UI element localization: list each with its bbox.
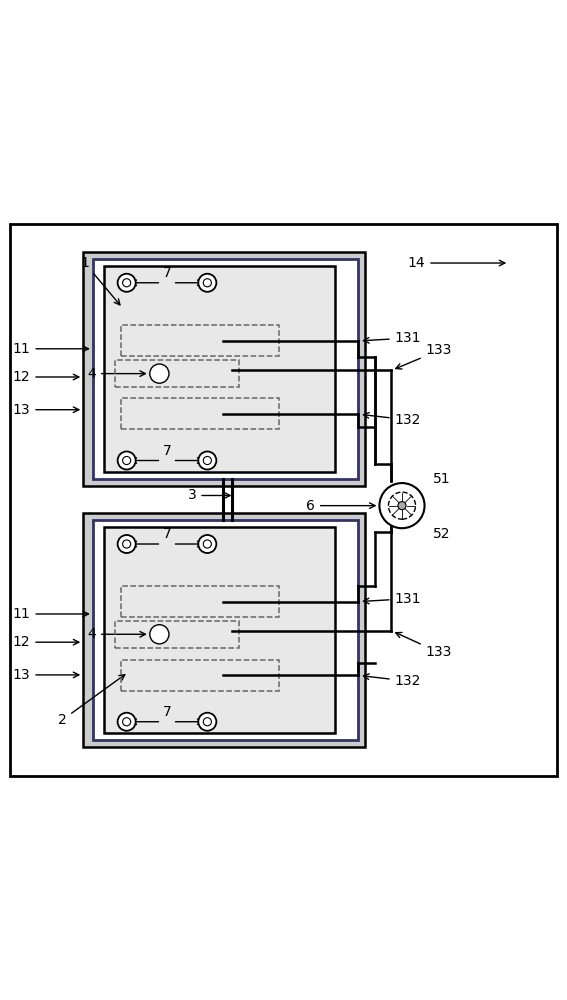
Circle shape [122, 540, 131, 548]
Bar [121, 660, 279, 691]
Text: 13: 13 [12, 403, 79, 417]
Text: 12: 12 [12, 635, 79, 649]
Text: 11: 11 [12, 607, 88, 621]
Circle shape [203, 540, 211, 548]
Bar [121, 586, 279, 617]
Text: 132: 132 [363, 674, 421, 688]
Text: 6: 6 [306, 499, 375, 513]
Circle shape [203, 279, 211, 287]
Text: 133: 133 [396, 343, 452, 369]
Circle shape [122, 456, 131, 465]
Bar [115, 360, 239, 387]
Text: 52: 52 [433, 527, 451, 541]
Bar [121, 325, 279, 356]
Circle shape [379, 483, 425, 528]
Circle shape [198, 274, 217, 292]
Bar [115, 621, 239, 648]
Circle shape [122, 718, 131, 726]
Text: 132: 132 [363, 413, 421, 427]
Text: 4: 4 [87, 627, 146, 641]
Circle shape [150, 364, 169, 383]
Bar [83, 513, 365, 747]
Circle shape [117, 451, 136, 470]
Text: 4: 4 [87, 367, 146, 381]
Text: 12: 12 [12, 370, 79, 384]
Text: 7: 7 [163, 444, 171, 458]
Circle shape [117, 713, 136, 731]
Text: 7: 7 [163, 705, 171, 719]
Bar [121, 398, 279, 429]
Circle shape [198, 535, 217, 553]
Circle shape [117, 535, 136, 553]
Text: 3: 3 [188, 488, 230, 502]
Circle shape [117, 274, 136, 292]
Text: 2: 2 [58, 675, 125, 727]
Circle shape [150, 625, 169, 644]
Text: 51: 51 [433, 472, 451, 486]
Bar [93, 520, 358, 740]
Text: 11: 11 [12, 342, 88, 356]
Text: 1: 1 [81, 256, 120, 305]
Bar [93, 259, 358, 479]
Text: 7: 7 [163, 527, 171, 541]
Text: 133: 133 [396, 632, 452, 659]
Bar [104, 527, 336, 733]
Text: 131: 131 [363, 331, 421, 345]
Circle shape [203, 718, 211, 726]
Circle shape [198, 451, 217, 470]
Circle shape [203, 456, 211, 465]
Text: 131: 131 [363, 592, 421, 606]
Bar [83, 252, 365, 486]
Text: 7: 7 [163, 266, 171, 280]
Text: 13: 13 [12, 668, 79, 682]
Circle shape [198, 713, 217, 731]
Bar [104, 266, 336, 472]
Text: 14: 14 [408, 256, 505, 270]
Circle shape [398, 502, 406, 510]
Circle shape [122, 279, 131, 287]
